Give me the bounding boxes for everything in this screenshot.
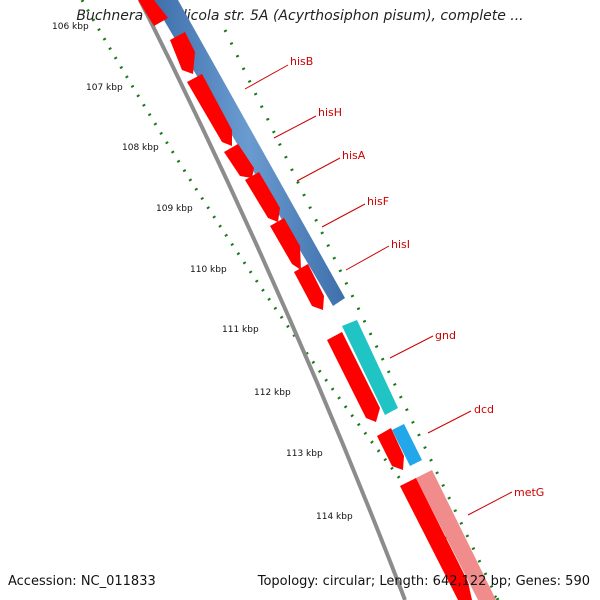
tick-label: 106 kbp <box>52 22 89 32</box>
gnd-band <box>342 320 398 415</box>
cds-arrow <box>327 332 380 422</box>
leader-line <box>389 335 434 359</box>
cds-arrow <box>170 32 195 74</box>
gene-label-gnd: gnd <box>435 329 456 342</box>
tick-label: 108 kbp <box>122 143 159 153</box>
genome-summary: Topology: circular; Length: 642,122 bp; … <box>257 574 590 589</box>
cds-arrow <box>187 74 232 146</box>
metG-band <box>416 470 496 600</box>
gene-labels: hisB hisH hisA hisF hisI gnd dcd metG <box>244 55 544 516</box>
leader-line <box>345 245 390 271</box>
leader-line <box>244 64 289 90</box>
tick-label: 110 kbp <box>190 265 227 275</box>
tick-label: 113 kbp <box>286 449 323 459</box>
gene-label-hisA: hisA <box>342 149 366 162</box>
tick-label: 107 kbp <box>86 83 123 93</box>
gene-label-hisF: hisF <box>367 195 389 208</box>
cds-arrow <box>245 172 280 222</box>
tick-labels: 106 kbp 107 kbp 108 kbp 109 kbp 110 kbp … <box>52 22 353 522</box>
leader-line <box>467 491 513 516</box>
cds-arrow <box>224 144 254 178</box>
leader-line <box>427 410 472 434</box>
gene-label-metG: metG <box>514 486 544 499</box>
tick-label: 112 kbp <box>254 388 291 398</box>
dcd-band <box>392 424 422 466</box>
gene-label-hisB: hisB <box>290 55 313 68</box>
cds-arrow <box>294 264 324 310</box>
cds-arrow <box>377 428 404 470</box>
cds-features <box>138 0 472 600</box>
tick-label: 111 kbp <box>222 325 259 335</box>
genome-backbone <box>138 0 407 600</box>
tick-label: 109 kbp <box>156 204 193 214</box>
tick-label: 114 kbp <box>316 512 353 522</box>
cds-arrow <box>400 478 472 600</box>
accession-label: Accession: NC_011833 <box>8 574 156 589</box>
leader-line <box>296 157 341 182</box>
gene-label-hisI: hisI <box>391 238 410 251</box>
outer-tick-ring <box>223 29 500 600</box>
gene-label-dcd: dcd <box>474 403 494 416</box>
cds-arrow <box>138 0 168 26</box>
leader-line <box>321 203 366 228</box>
cds-arrow <box>270 218 301 270</box>
gene-label-hisH: hisH <box>318 106 342 119</box>
leader-line <box>273 115 317 139</box>
